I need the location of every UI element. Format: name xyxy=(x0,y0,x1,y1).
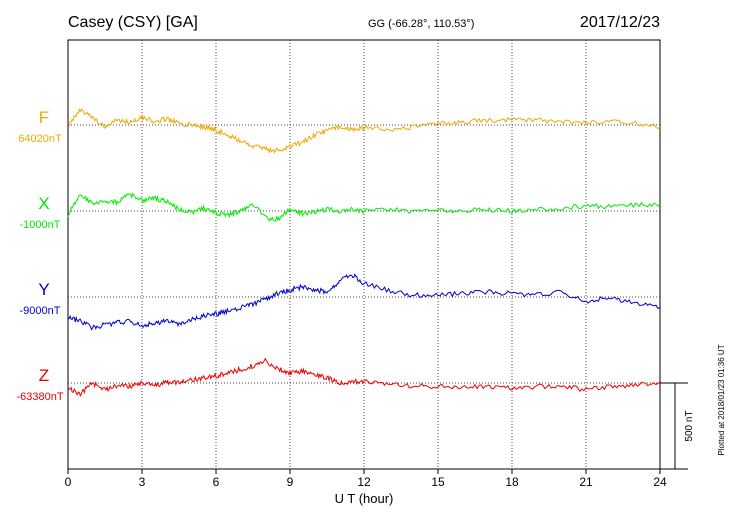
series-group: F 64020nT X -1000nT Y -9000nT Z -63380nT xyxy=(16,108,661,403)
x-tick-label: 0 xyxy=(65,475,72,489)
series-baseline-x: -1000nT xyxy=(20,219,61,231)
series-name-f: F xyxy=(39,108,49,127)
series-line-z xyxy=(67,357,661,397)
series-name-x: X xyxy=(38,194,49,213)
x-tick-label: 18 xyxy=(505,475,519,489)
plot-frame xyxy=(67,39,661,470)
date-label: 2017/12/23 xyxy=(580,14,660,31)
series-baseline-f: 64020nT xyxy=(18,133,62,145)
series-name-z: Z xyxy=(39,366,49,385)
series-line-x xyxy=(67,192,661,222)
series-name-y: Y xyxy=(38,280,49,299)
x-tick-label: 12 xyxy=(357,475,371,489)
x-tick-label: 15 xyxy=(431,475,445,489)
series-baseline-y: -9000nT xyxy=(20,305,61,317)
series-baseline-z: -63380nT xyxy=(16,391,63,403)
scale-bar-label: 500 nT xyxy=(684,410,695,441)
series-line-y xyxy=(67,273,661,331)
x-tick-label: 3 xyxy=(139,475,146,489)
x-axis: 0 3 6 9 12 15 18 21 24 xyxy=(65,469,667,489)
plotted-timestamp: Plotted at 2018/01/23 01:36 UT xyxy=(717,344,726,455)
x-axis-label: U T (hour) xyxy=(335,491,394,506)
x-tick-label: 9 xyxy=(287,475,294,489)
x-tick-label: 6 xyxy=(213,475,220,489)
grid xyxy=(68,40,660,469)
x-tick-label: 24 xyxy=(653,475,667,489)
coordinates-label: GG (-66.28°, 110.53°) xyxy=(368,18,474,30)
x-tick-label: 21 xyxy=(579,475,593,489)
station-title: Casey (CSY) [GA] xyxy=(68,14,198,31)
series-line-f xyxy=(67,108,661,154)
